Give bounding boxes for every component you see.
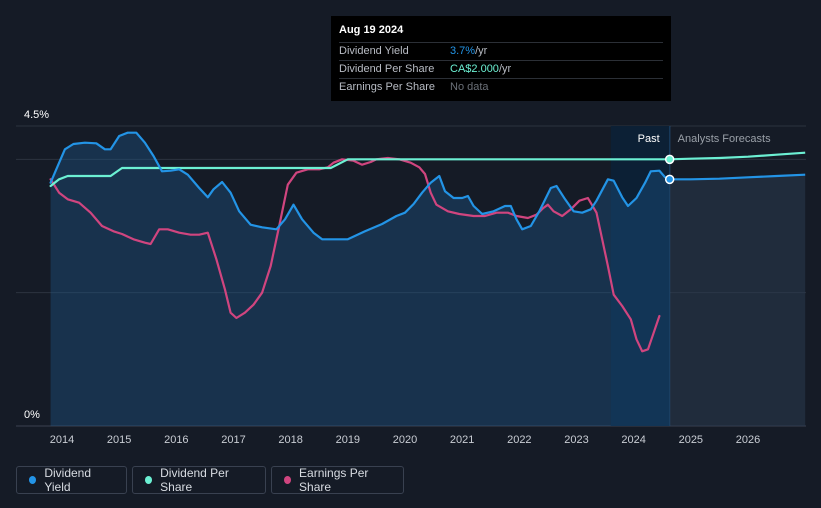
tooltip-label: Dividend Yield	[339, 45, 409, 57]
dividend-per-share-line	[49, 158, 671, 188]
axes: 4.5% 0% 2014 2015 2016 2017 2018 2019 2020 2021 20…	[24, 109, 771, 446]
dividend-yield-marker	[664, 174, 675, 185]
legend-dividend-yield[interactable]: Dividend Yield	[16, 466, 127, 494]
tooltip-label: Dividend Per Share	[339, 63, 435, 75]
legend-dividend-per-share[interactable]: Dividend Per Share	[132, 466, 266, 494]
hover-tooltip: Aug 19 2024 Dividend Yield 3.7% /yr Divi…	[331, 16, 671, 101]
x-tick-label: 2019	[336, 434, 360, 446]
tooltip-suffix: /yr	[498, 63, 512, 75]
tooltip-row-dividend-per-share: Dividend Per Share CA$2.000 /yr	[339, 60, 663, 78]
dividend-per-share-forecast-line	[669, 151, 806, 161]
x-tick-label: 2016	[164, 434, 188, 446]
x-tick-label: 2023	[564, 434, 588, 446]
tooltip-row-dividend-yield: Dividend Yield 3.7% /yr	[339, 42, 663, 60]
x-tick-label: 2022	[507, 434, 531, 446]
x-tick-label: 2018	[278, 434, 302, 446]
legend-label: Earnings Per Share	[299, 466, 369, 494]
x-tick-label: 2017	[221, 434, 245, 446]
forecast-area	[669, 174, 806, 426]
x-tick-label: 2024	[621, 434, 645, 446]
x-tick-label: 2026	[736, 434, 760, 446]
tooltip-row-earnings-per-share: Earnings Per Share No data	[339, 78, 663, 96]
x-tick-label: 2015	[107, 434, 131, 446]
legend-dot-icon	[145, 476, 153, 484]
x-tick-label: 2021	[450, 434, 474, 446]
legend-label: Dividend Yield	[44, 466, 92, 494]
earnings-per-share-line	[49, 156, 661, 353]
tooltip-value: 3.7%	[450, 45, 476, 57]
x-tick-label: 2020	[393, 434, 417, 446]
y-axis-top-label: 4.5%	[24, 109, 49, 121]
tooltip-date: Aug 19 2024	[339, 24, 404, 36]
dividend-yield-forecast-line	[669, 173, 806, 181]
dividend-yield-line	[49, 131, 671, 241]
tooltip-suffix: /yr	[475, 45, 488, 57]
tooltip-value: No data	[450, 81, 489, 93]
analysts-forecasts-label: Analysts Forecasts	[678, 133, 771, 145]
series-lines	[49, 131, 806, 353]
y-axis-bottom-label: 0%	[24, 409, 40, 421]
tooltip-label: Earnings Per Share	[339, 81, 435, 93]
x-tick-label: 2014	[50, 434, 74, 446]
x-tick-label: 2025	[679, 434, 703, 446]
legend-label: Dividend Per Share	[160, 466, 229, 494]
recent-period-band	[610, 126, 670, 426]
dividend-per-share-marker	[664, 154, 675, 165]
area-fills	[50, 126, 806, 426]
dividend-yield-area	[50, 132, 670, 426]
past-label: Past	[638, 133, 660, 145]
legend-dot-icon	[284, 476, 292, 484]
legend-dot-icon	[29, 476, 37, 484]
tooltip-value: CA$2.000	[450, 63, 499, 75]
legend-earnings-per-share[interactable]: Earnings Per Share	[271, 466, 404, 494]
